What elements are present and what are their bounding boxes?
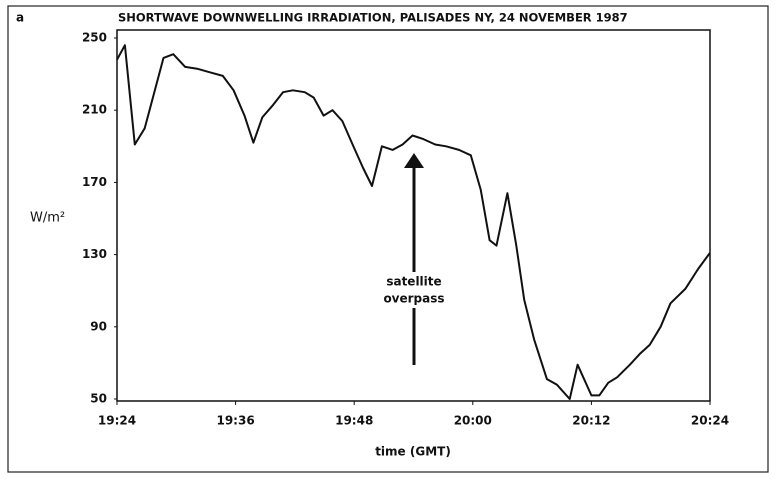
chart-title: SHORTWAVE DOWNWELLING IRRADIATION, PALIS… [118,11,628,25]
annotation-bg [378,272,450,308]
x-tick-label: 19:36 [216,414,254,428]
y-tick-label: 130 [82,247,107,261]
y-tick-label: 250 [82,31,107,45]
x-tick-label: 20:00 [454,414,492,428]
panel-label: a [16,11,24,25]
y-tick-label: 90 [90,319,107,333]
annotation: satellite [386,275,441,289]
x-tick-label: 20:12 [572,414,610,428]
outer-frame [7,5,769,473]
x-tick-label: 19:24 [98,414,136,428]
x-tick-label: 19:48 [335,414,373,428]
annotation: overpass [383,292,444,306]
y-tick-label: 170 [82,175,107,189]
y-tick-label: 50 [90,392,107,406]
plot-frame [116,29,711,402]
x-axis-label: time (GMT) [375,445,451,459]
data-line [116,44,711,400]
y-axis-label: W/m² [30,211,65,226]
arrow-head [404,153,424,168]
y-tick-label: 210 [82,103,107,117]
x-tick-label: 20:24 [691,414,729,428]
